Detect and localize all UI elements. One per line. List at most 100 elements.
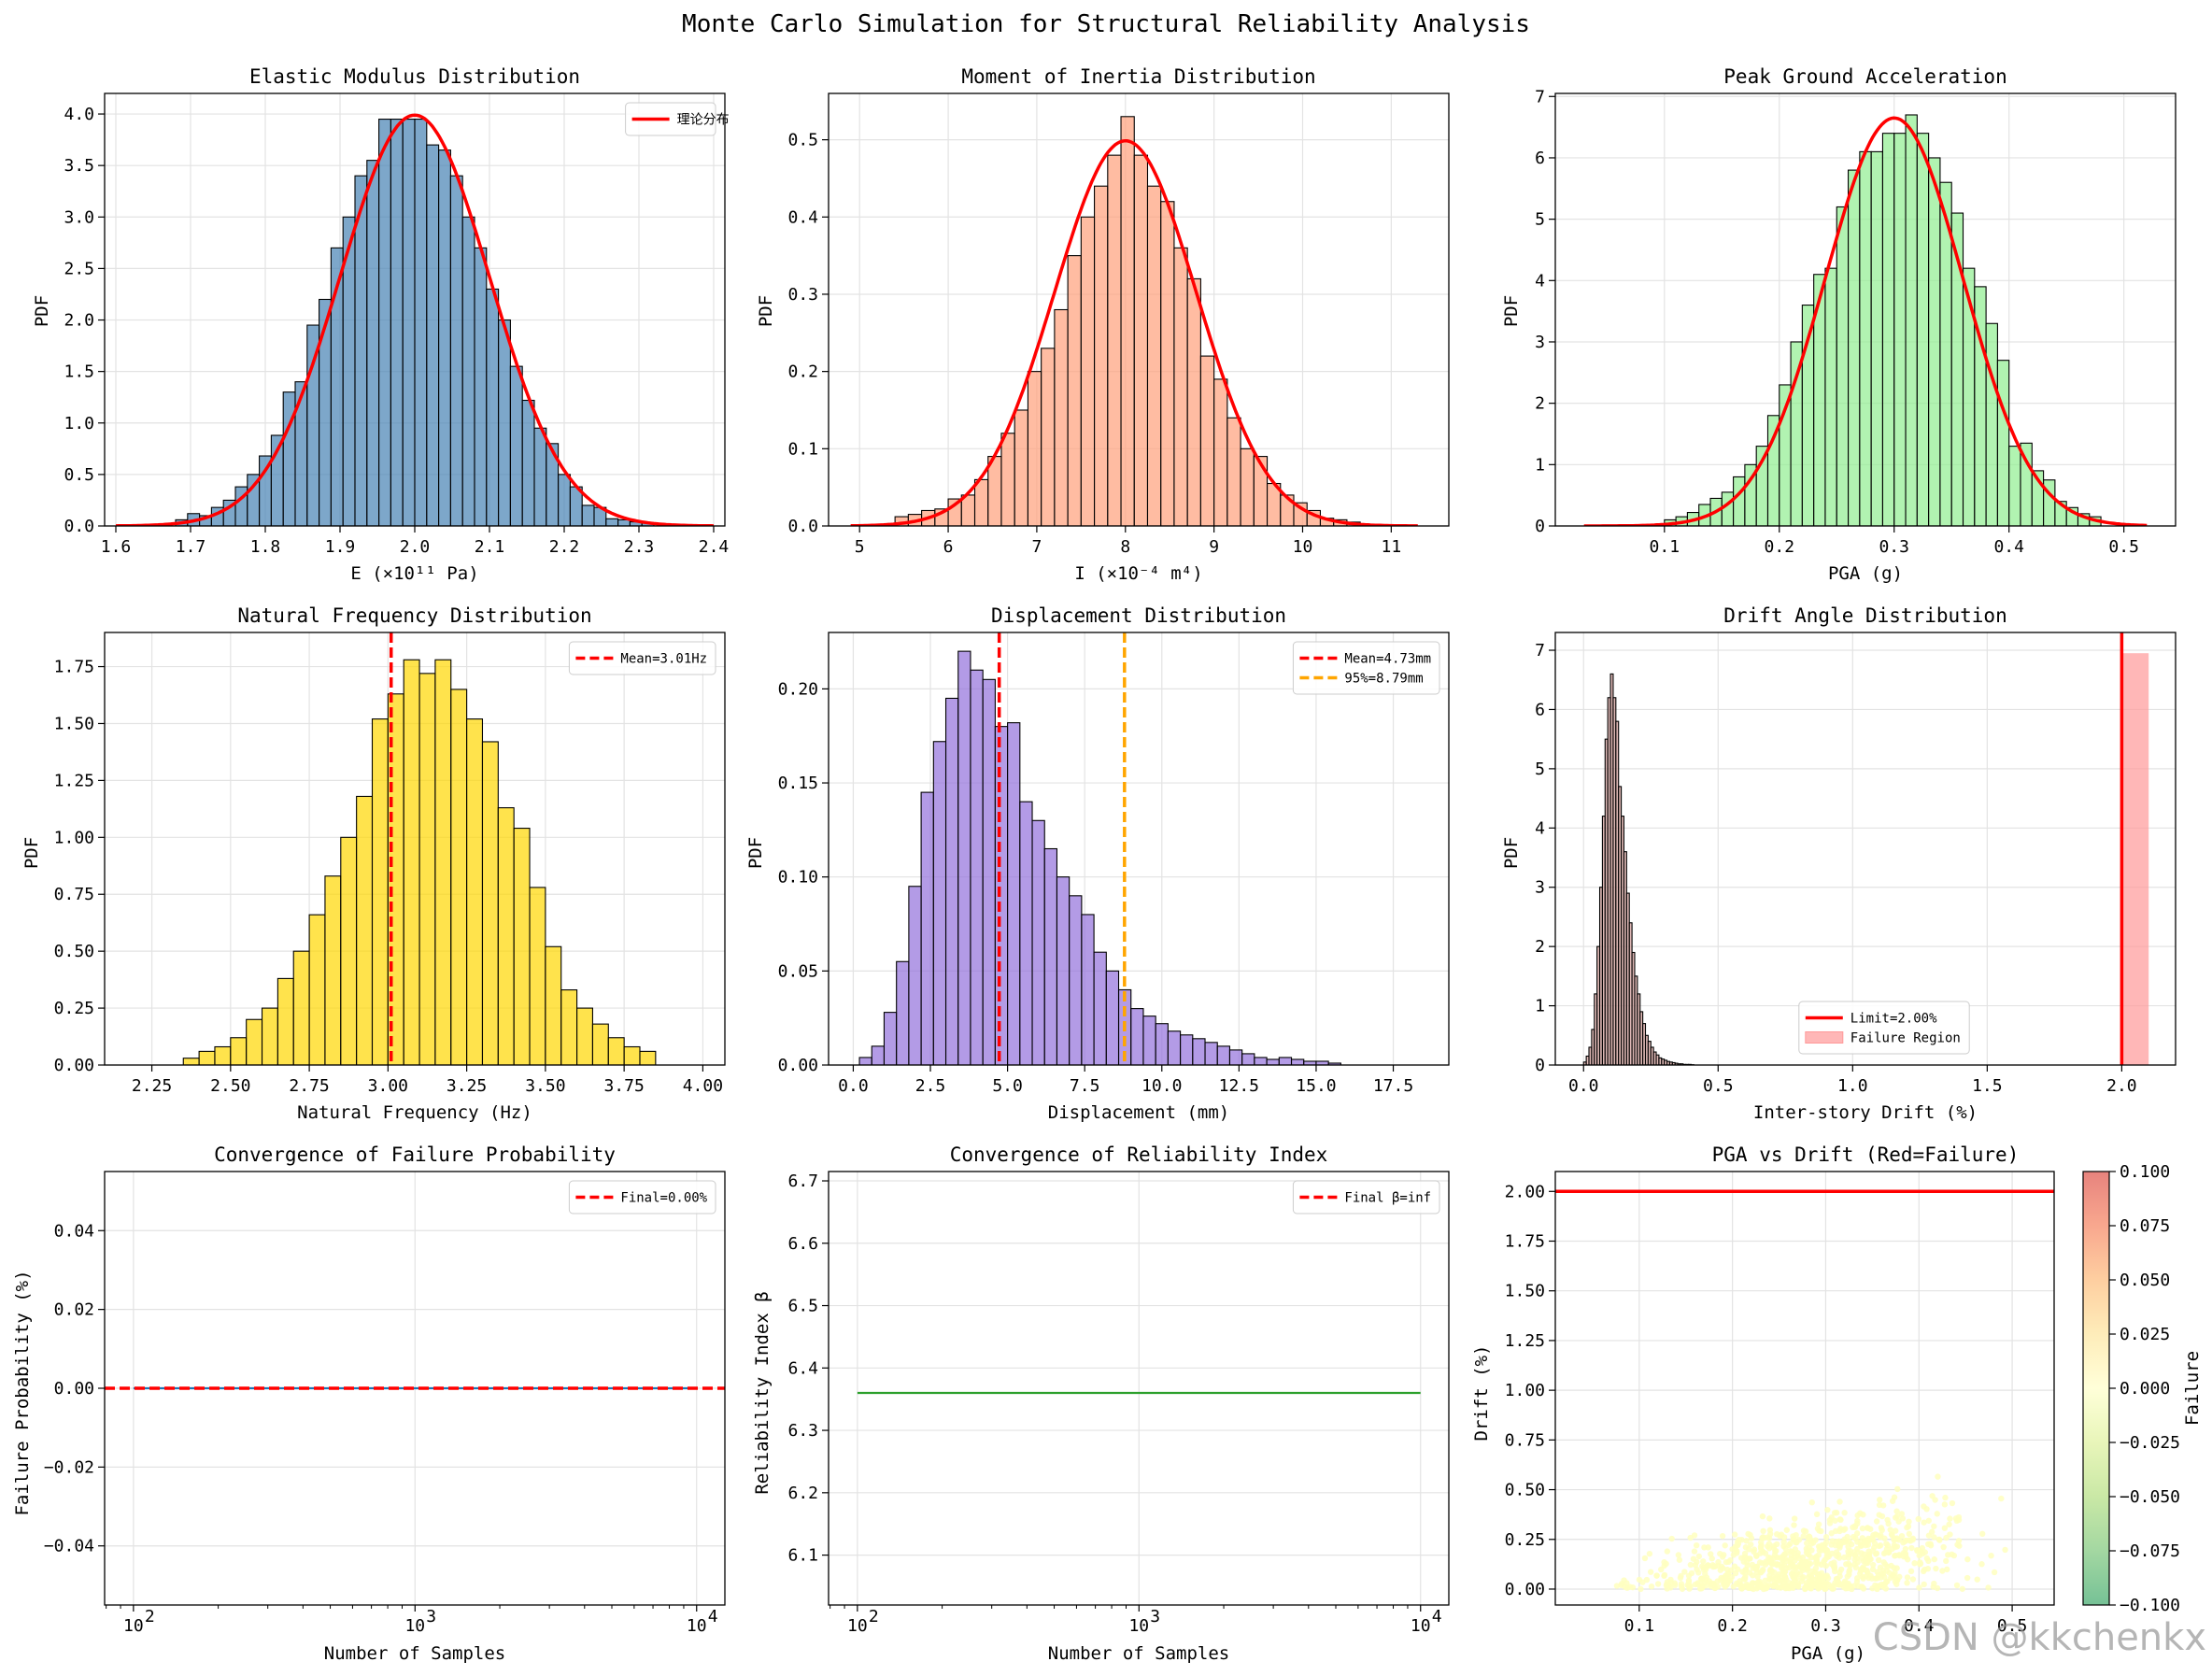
scatter-point [1998,1495,2005,1502]
scatter-point [1909,1576,1917,1583]
scatter-point [1812,1537,1819,1543]
x-tick-label: 10 [1293,537,1313,557]
drift-angle-panel: Drift Angle Distribution Inter-story Dri… [1501,604,2177,1123]
y-tick-label: 6.7 [787,1172,818,1191]
histogram-bar [1733,476,1746,526]
scatter-point [1774,1530,1780,1538]
y-axis-label: PDF [1501,837,1522,869]
histogram-bar [1253,456,1269,526]
histogram-bar [529,887,546,1065]
scatter-point [1889,1498,1896,1504]
histogram-bar [1056,876,1071,1065]
histogram-bar [521,399,535,526]
scatter-point [1859,1573,1866,1580]
scatter-point [1731,1531,1738,1538]
colorbar-tick-label: −0.050 [2120,1487,2180,1507]
x-tick-label: 7.5 [1070,1076,1100,1096]
scatter-point [1747,1531,1753,1539]
x-axis-label: E (×10¹¹ Pa) [350,563,478,584]
displacement-panel: Displacement Distribution Displacement (… [745,604,1450,1123]
histogram-bar [276,977,294,1065]
scatter-point [1695,1553,1702,1560]
scatter-point [1765,1541,1773,1547]
y-tick-label: 0.00 [778,1056,818,1075]
theoretical-pdf-curve [1583,116,2148,526]
histogram-bar [1928,157,1941,526]
x-tick-label: 0.5 [1997,1616,2028,1636]
scatter-point [1803,1540,1810,1547]
x-axis-label: Displacement (mm) [1048,1102,1229,1123]
scatter-point [1847,1583,1854,1590]
y-tick-label: 2 [1535,937,1545,957]
histogram-bar [461,216,475,526]
x-tick-label: 3.00 [368,1076,408,1096]
scatter-point [1687,1561,1694,1569]
scatter-point [1829,1538,1836,1544]
histogram-bar [591,1023,609,1065]
y-tick-label: 4 [1535,818,1545,838]
scatter-point [1949,1551,1955,1558]
histogram-bar [1240,447,1255,526]
x-tick-label: 3.25 [447,1076,487,1096]
scatter-point [2002,1546,2008,1554]
histogram-bar [1192,1038,1206,1065]
scatter-point [1852,1535,1859,1541]
scatter-point [1715,1558,1722,1566]
scatter-point [1808,1585,1814,1592]
x-tick-label: 3.50 [525,1076,565,1096]
scatter-point [1794,1539,1800,1546]
scatter-point [1800,1533,1807,1540]
y-tick-label: 0.5 [64,465,94,485]
scatter-point [1643,1576,1651,1584]
scatter-point [1908,1544,1915,1552]
scatter-point [1929,1493,1936,1499]
scatter-point [1724,1570,1731,1577]
legend-label: Final β=inf [1344,1191,1431,1206]
histogram-bar [545,945,562,1065]
x-tick-label: 7 [1031,537,1042,557]
histogram-bar [994,726,1009,1065]
scatter-point [1927,1541,1934,1547]
scatter-point [1719,1532,1726,1540]
scatter-point [1956,1542,1963,1549]
scatter-point [1767,1556,1774,1564]
axes-frame [828,632,1450,1066]
histogram-bar [214,1045,232,1065]
scatter-point [1892,1569,1898,1576]
scatter-point [1780,1534,1788,1541]
legend-label: 理论分布 [677,113,730,128]
scatter-point [1815,1584,1822,1591]
scatter-point [1760,1535,1767,1541]
histogram-bar [1155,1023,1169,1065]
scatter-point [1690,1555,1697,1562]
x-axis-label: Number of Samples [324,1643,505,1664]
histogram-bar [438,149,451,526]
scatter-point [1795,1584,1802,1590]
histogram-bar [434,659,452,1065]
scatter-point [1949,1499,1956,1507]
scatter-point [1854,1583,1862,1589]
x-tick-exponent: 3 [1150,1607,1160,1626]
scatter-point [1828,1530,1835,1537]
scatter-point [1781,1562,1788,1569]
scatter-point [1808,1498,1815,1506]
scatter-point [1765,1545,1773,1552]
x-tick-label: 2.2 [549,537,580,557]
histogram-bar [576,1007,593,1065]
legend-frame [625,102,716,136]
y-tick-label: 0.15 [778,774,818,793]
scatter-point [1869,1566,1877,1573]
scatter-point [1853,1530,1861,1537]
x-tick-label: 0.4 [1993,537,2024,557]
legend-label: Limit=2.00% [1850,1012,1937,1027]
scatter-point [1914,1547,1921,1555]
histogram-bar [474,247,488,526]
scatter-point [1865,1548,1872,1555]
scatter-point [1921,1566,1928,1573]
x-tick-label: 2.25 [132,1076,172,1096]
scatter-point [1928,1528,1936,1535]
histogram-bar [1962,267,1976,526]
scatter-point [1892,1527,1899,1534]
histogram-bar [1870,150,1883,526]
